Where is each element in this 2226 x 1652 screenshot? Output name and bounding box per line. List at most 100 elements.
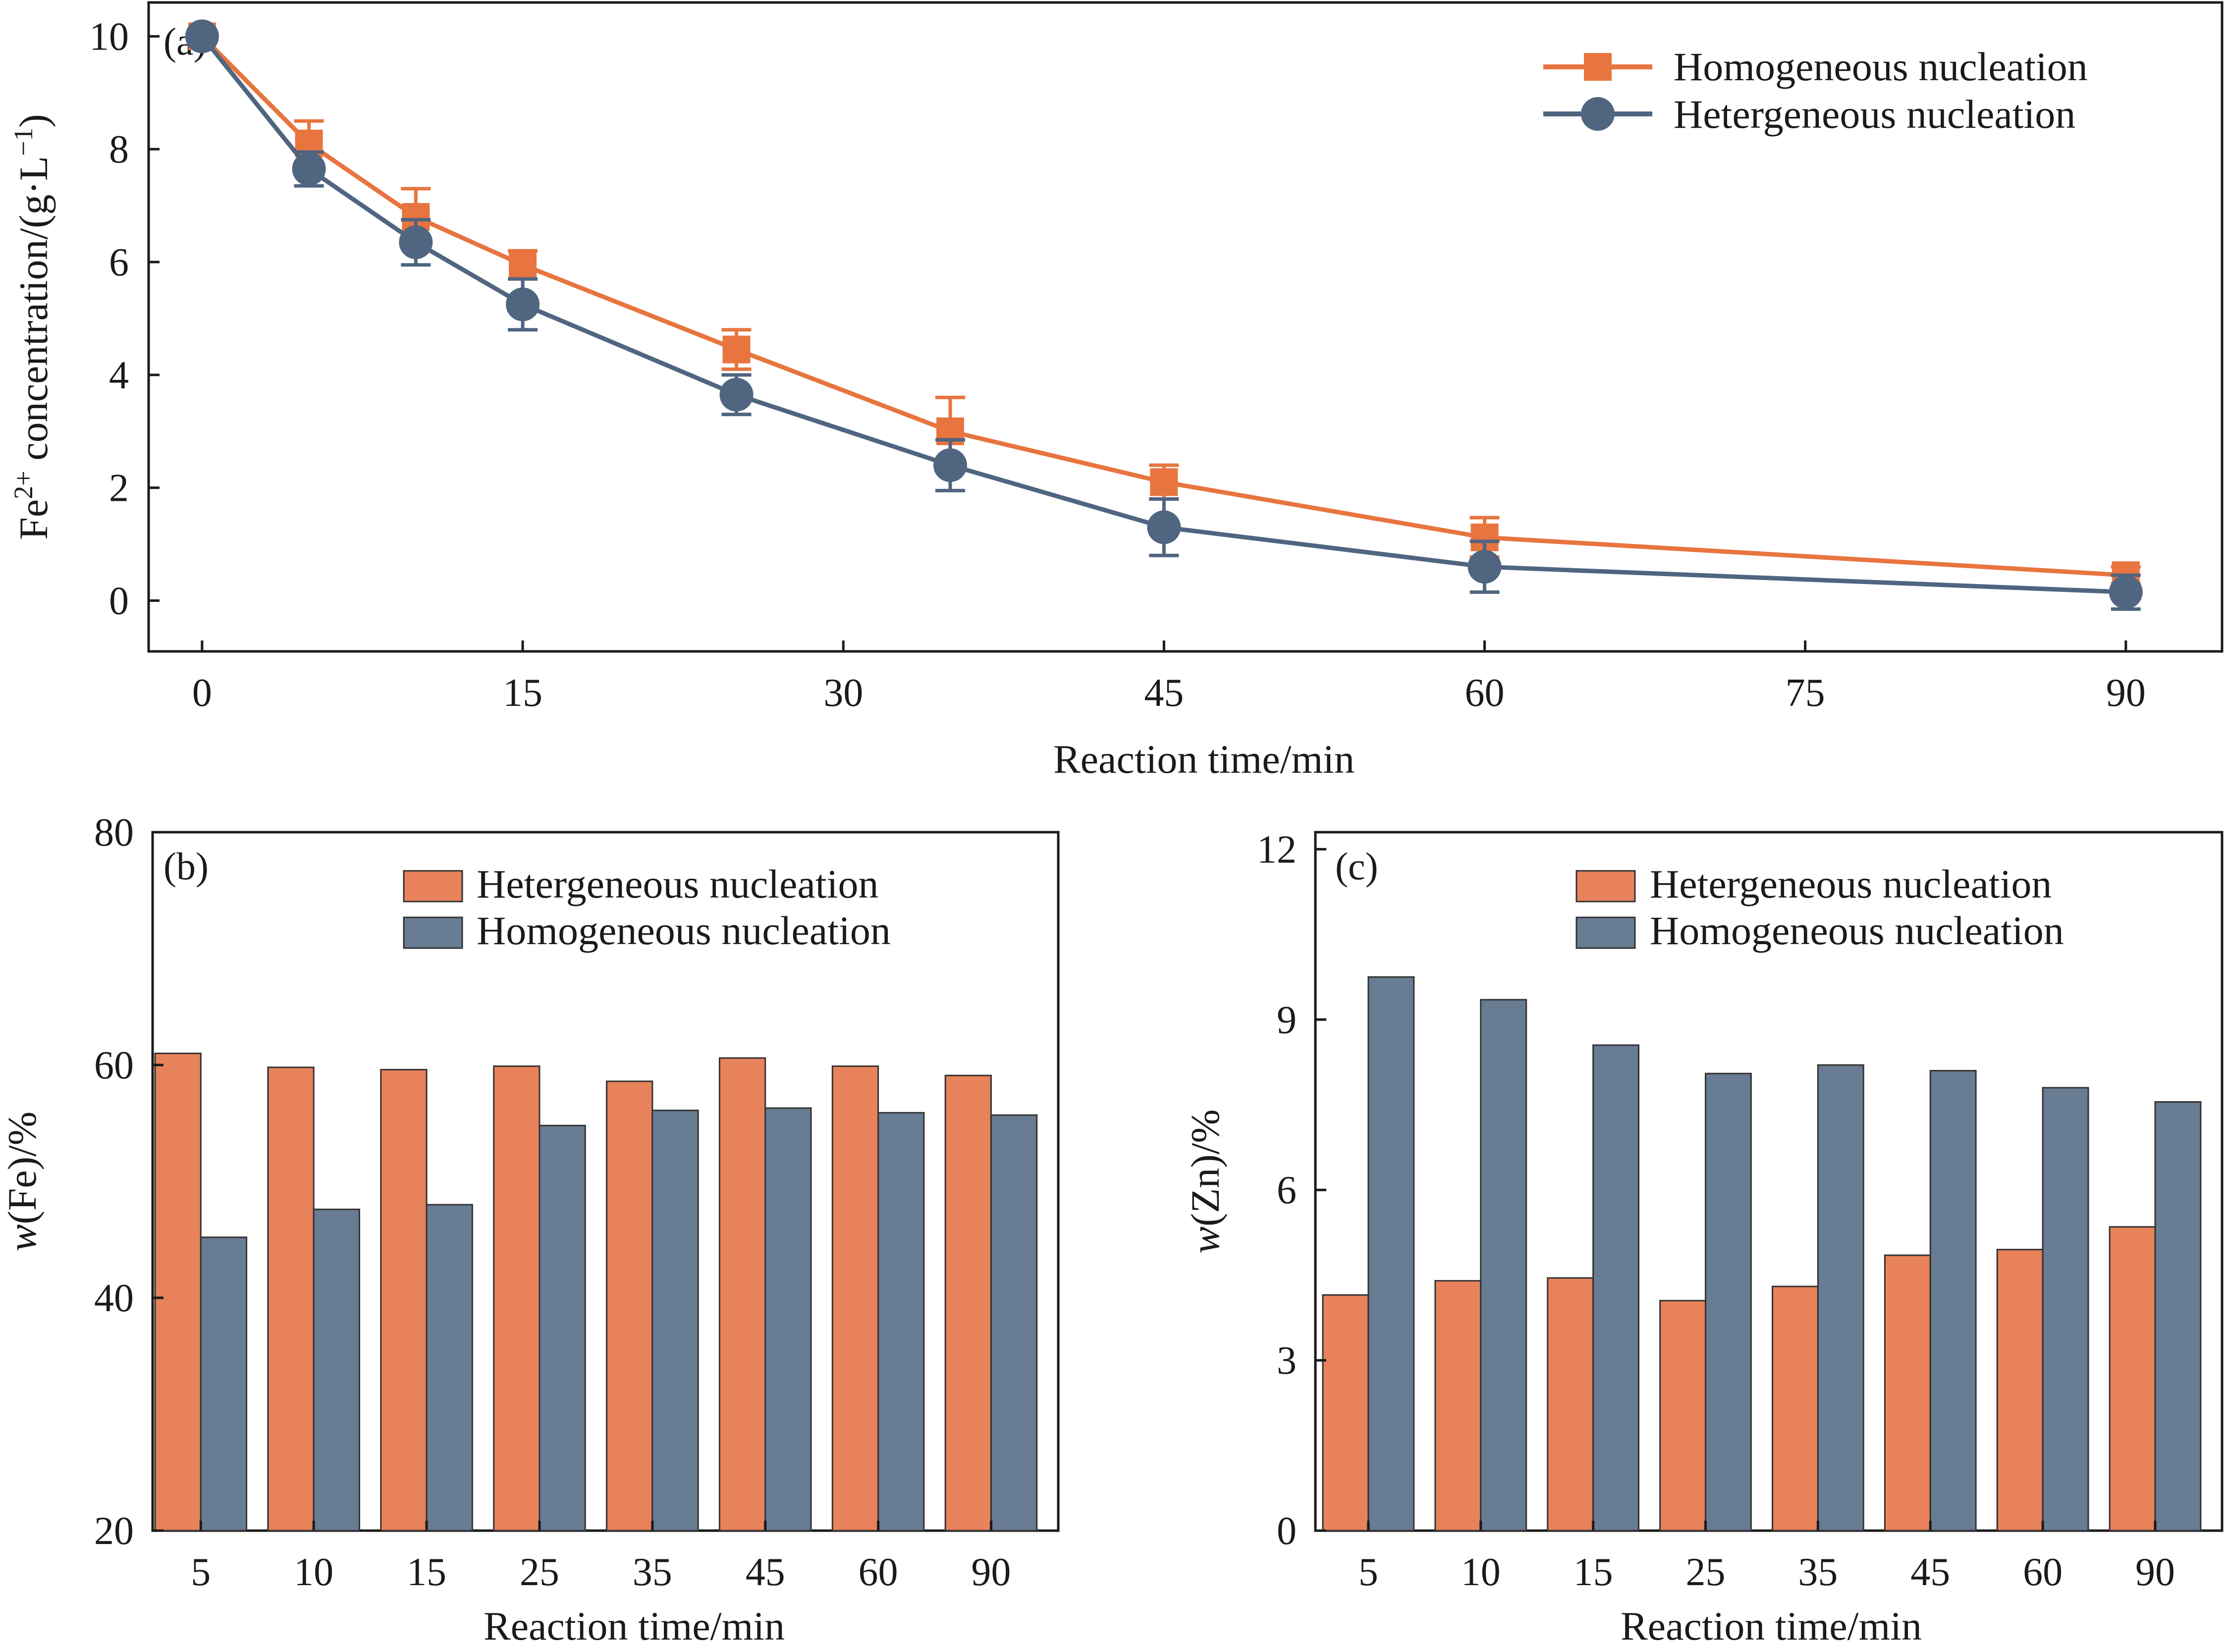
legend-label-homogeneous: Homogeneous nucleation — [1674, 44, 2088, 89]
panel-b-y-axis-label: w(Fe)/% — [0, 1112, 45, 1251]
x-tick-label: 10 — [294, 1550, 333, 1594]
y-tick-label: 6 — [1277, 1169, 1297, 1212]
legend-item-hetergeneous: Hetergeneous nucleation — [1543, 92, 2075, 137]
legend-label-hetergeneous: Hetergeneous nucleation — [1674, 92, 2075, 137]
y-tick-label: 10 — [89, 15, 129, 58]
panel-a-y-axis-label: Fe2+ concentration/(g·L−1) — [8, 114, 56, 539]
panel-c-x-axis-label: Reaction time/min — [1621, 1603, 1922, 1649]
x-tick-label: 60 — [2023, 1550, 2063, 1594]
y-tick-label: 6 — [109, 241, 129, 284]
bar-hetergeneous — [1884, 1254, 1931, 1532]
x-tick-label: 0 — [192, 671, 212, 715]
bar-hetergeneous — [606, 1080, 653, 1532]
bar-hetergeneous — [1322, 1294, 1369, 1532]
y-tick-label: 20 — [94, 1509, 134, 1553]
legend-swatch-homogeneous — [403, 916, 463, 949]
y-tick-label: 4 — [109, 354, 129, 397]
legend-label-hetergeneous: Hetergeneous nucleation — [477, 861, 878, 906]
panel-c-y-ticks: 0 3 6 9 12 — [1257, 828, 1326, 1553]
panel-a-legend: Homogeneous nucleation Hetergeneous nucl… — [1543, 44, 2088, 137]
panel-a-plot-frame — [147, 1, 2224, 653]
x-tick-label: 45 — [746, 1550, 785, 1594]
bar-homogeneous — [200, 1236, 248, 1532]
data-point-circle — [1147, 510, 1181, 544]
panel-c-plot-frame — [1314, 831, 2224, 1532]
panel-c-y-axis-label: w(Zn)/% — [1183, 1109, 1228, 1254]
legend-item-hetergeneous: Hetergeneous nucleation — [1575, 861, 2052, 906]
legend-item-hetergeneous: Hetergeneous nucleation — [403, 861, 878, 906]
bar-homogeneous — [2154, 1101, 2202, 1532]
bar-hetergeneous — [2109, 1226, 2156, 1532]
legend-label-homogeneous: Homogeneous nucleation — [1650, 908, 2064, 953]
data-point-circle — [292, 152, 326, 186]
legend-swatch-homogeneous — [1575, 916, 1636, 949]
data-point-square — [722, 335, 751, 364]
bar-homogeneous — [877, 1112, 925, 1532]
x-tick-label: 15 — [503, 671, 543, 715]
x-tick-label: 5 — [1358, 1550, 1378, 1594]
x-tick-label: 90 — [2106, 671, 2146, 715]
x-tick-label: 5 — [191, 1550, 211, 1594]
data-point-circle — [2109, 575, 2143, 609]
panel-c-label: (c) — [1335, 845, 1378, 888]
bar-hetergeneous — [831, 1065, 879, 1532]
bar-homogeneous — [1705, 1072, 1752, 1532]
x-tick-label: 15 — [407, 1550, 446, 1594]
panel-b-label: (b) — [163, 845, 209, 888]
x-tick-label: 60 — [1465, 671, 1505, 715]
bar-hetergeneous — [380, 1068, 428, 1532]
panel-b-bar-chart: (b) 20 40 60 80 5 10 15 25 35 45 60 90 Reaction ti… — [0, 811, 1060, 1649]
panel-b-plot-frame — [151, 831, 1060, 1532]
legend-item-homogeneous: Homogeneous nucleation — [403, 908, 891, 953]
panel-a-series — [185, 19, 2143, 611]
data-point-circle — [185, 19, 219, 53]
legend-label-hetergeneous: Hetergeneous nucleation — [1650, 861, 2052, 906]
y-tick-label: 60 — [94, 1044, 134, 1087]
x-tick-label: 25 — [520, 1550, 559, 1594]
legend-label-homogeneous: Homogeneous nucleation — [477, 908, 891, 953]
panel-c-x-ticks: 5 10 15 25 35 45 60 90 — [1358, 1521, 2175, 1594]
data-point-square — [1150, 468, 1178, 496]
bar-homogeneous — [990, 1114, 1038, 1532]
x-tick-label: 30 — [823, 671, 863, 715]
bar-homogeneous — [426, 1204, 473, 1532]
bar-homogeneous — [764, 1107, 812, 1532]
x-tick-label: 35 — [633, 1550, 672, 1594]
x-tick-label: 90 — [971, 1550, 1011, 1594]
bar-homogeneous — [1929, 1069, 1977, 1532]
y-tick-label: 12 — [1257, 828, 1297, 871]
x-tick-label: 45 — [1144, 671, 1184, 715]
panel-b-bars — [154, 1053, 1038, 1532]
y-tick-label: 3 — [1277, 1339, 1297, 1383]
panel-c-legend: Hetergeneous nucleation Homogeneous nucl… — [1575, 861, 2064, 953]
bar-hetergeneous — [944, 1074, 992, 1532]
y-tick-label: 80 — [94, 811, 134, 854]
legend-square-marker — [1584, 53, 1612, 81]
x-tick-label: 60 — [859, 1550, 898, 1594]
bar-hetergeneous — [1547, 1277, 1594, 1532]
legend-swatch-hetergeneous — [1575, 870, 1636, 903]
bar-homogeneous — [1592, 1044, 1640, 1532]
bar-homogeneous — [1480, 999, 1527, 1532]
bar-homogeneous — [2042, 1087, 2089, 1532]
bar-hetergeneous — [1772, 1285, 1819, 1532]
bar-homogeneous — [652, 1110, 699, 1532]
bar-hetergeneous — [1996, 1249, 2044, 1532]
panel-b-legend: Hetergeneous nucleation Homogeneous nucl… — [403, 861, 891, 953]
panel-a-x-ticks: 0 15 30 45 60 75 90 — [192, 640, 2146, 715]
panel-a-y-ticks: 0 2 4 6 8 10 — [89, 15, 160, 623]
data-point-circle — [719, 377, 754, 412]
data-point-circle — [1467, 550, 1502, 584]
bar-hetergeneous — [1659, 1300, 1707, 1532]
data-point-circle — [933, 448, 967, 482]
bar-hetergeneous — [493, 1065, 541, 1532]
data-point-square — [509, 251, 537, 279]
panel-b-y-ticks: 20 40 60 80 — [94, 811, 163, 1553]
bar-homogeneous — [1367, 976, 1415, 1532]
data-point-circle — [506, 287, 540, 321]
x-tick-label: 75 — [1786, 671, 1825, 715]
x-tick-label: 45 — [1910, 1550, 1950, 1594]
bar-homogeneous — [313, 1208, 360, 1532]
panel-b-x-ticks: 5 10 15 25 35 45 60 90 — [191, 1521, 1011, 1594]
